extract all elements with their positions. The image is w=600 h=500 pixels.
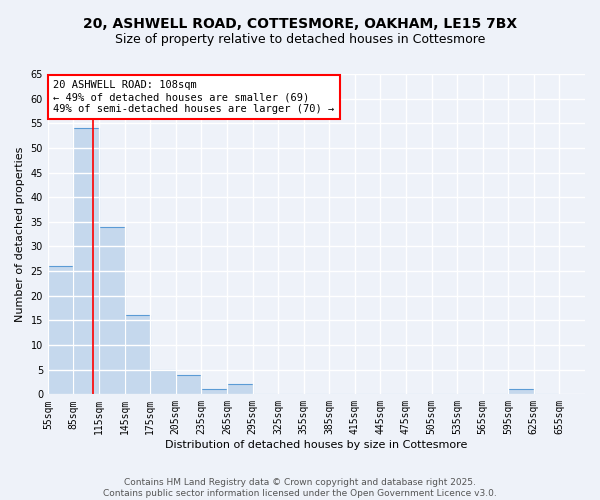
Bar bbox=[99, 227, 125, 394]
Text: 20, ASHWELL ROAD, COTTESMORE, OAKHAM, LE15 7BX: 20, ASHWELL ROAD, COTTESMORE, OAKHAM, LE… bbox=[83, 18, 517, 32]
Bar bbox=[508, 390, 534, 394]
Y-axis label: Number of detached properties: Number of detached properties bbox=[15, 146, 25, 322]
Bar bbox=[125, 316, 150, 394]
X-axis label: Distribution of detached houses by size in Cottesmore: Distribution of detached houses by size … bbox=[165, 440, 467, 450]
Bar bbox=[48, 266, 73, 394]
Bar bbox=[202, 390, 227, 394]
Bar bbox=[227, 384, 253, 394]
Text: 20 ASHWELL ROAD: 108sqm
← 49% of detached houses are smaller (69)
49% of semi-de: 20 ASHWELL ROAD: 108sqm ← 49% of detache… bbox=[53, 80, 335, 114]
Bar bbox=[176, 374, 202, 394]
Bar bbox=[73, 128, 99, 394]
Bar bbox=[150, 370, 176, 394]
Text: Contains HM Land Registry data © Crown copyright and database right 2025.
Contai: Contains HM Land Registry data © Crown c… bbox=[103, 478, 497, 498]
Text: Size of property relative to detached houses in Cottesmore: Size of property relative to detached ho… bbox=[115, 32, 485, 46]
